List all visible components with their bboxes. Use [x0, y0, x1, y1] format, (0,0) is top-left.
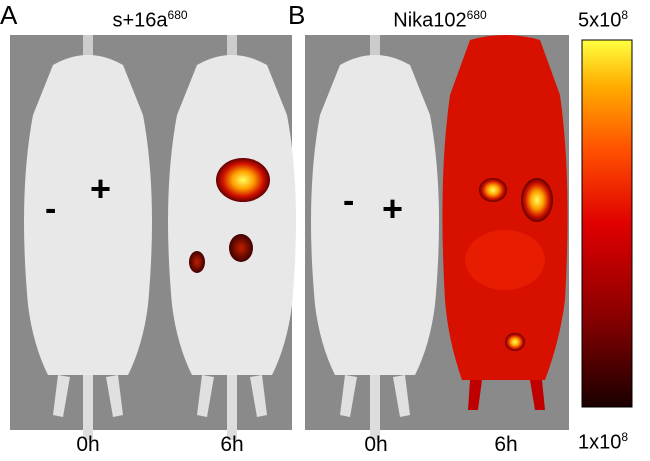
panel-a-6h-signal: [189, 158, 270, 273]
colorbar-min-label: 1x108: [578, 430, 629, 454]
colorbar-max-label: 5x108: [578, 8, 629, 32]
panel-b-title: Nika102680: [393, 8, 487, 32]
colorbar: [581, 39, 633, 408]
time-label-b-0h: 0h: [364, 433, 388, 456]
panel-label-a: A: [0, 0, 18, 30]
marker-plus-b: +: [382, 188, 404, 229]
panel-label-b: B: [288, 0, 306, 30]
time-label-b-6h: 6h: [494, 433, 518, 456]
time-label-a-0h: 0h: [76, 433, 100, 456]
panel-a-title: s+16a680: [112, 8, 188, 32]
marker-minus-a: -: [45, 190, 57, 228]
marker-minus-b: -: [343, 182, 355, 220]
time-label-a-6h: 6h: [220, 433, 244, 456]
marker-plus-a: +: [90, 168, 112, 209]
panel-b-6h-signal: [442, 35, 568, 410]
